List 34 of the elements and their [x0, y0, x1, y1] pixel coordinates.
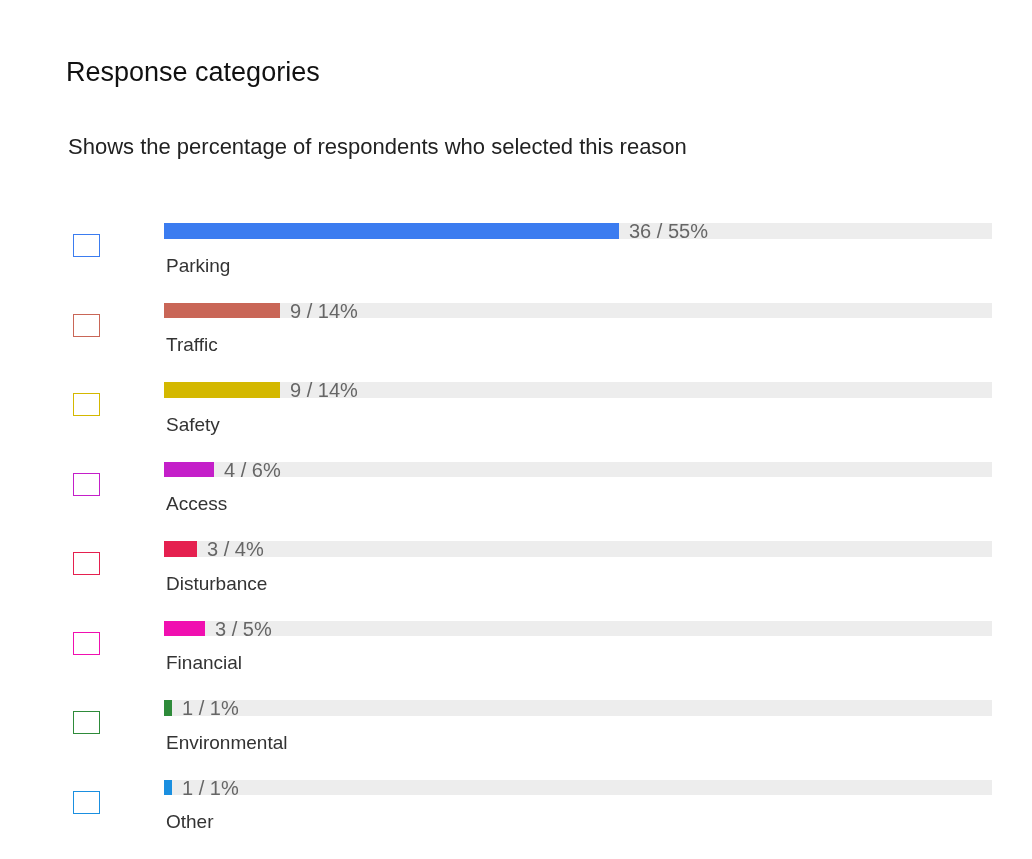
y-tick-label: Financial — [166, 652, 243, 673]
y-tick-label: Environmental — [166, 732, 288, 753]
bar — [164, 382, 280, 398]
bar — [213, 461, 992, 478]
data-label: 9 / 14% — [290, 300, 359, 322]
bar — [164, 700, 173, 716]
bar — [619, 223, 992, 239]
y-tick-label: Access — [166, 493, 228, 514]
data-label: 4 / 6% — [224, 459, 281, 481]
y-tick-label: Safety — [166, 414, 221, 435]
chart-subtitle: Shows the percentage of respondents who selected this reason — [68, 134, 687, 159]
bar — [205, 620, 992, 637]
data-label: 1 / 1% — [182, 697, 239, 719]
bar — [279, 382, 992, 398]
bar — [164, 779, 173, 796]
bar — [279, 302, 992, 319]
data-label: 36 / 55% — [629, 220, 709, 242]
bar — [197, 541, 992, 557]
bar — [164, 223, 620, 239]
y-tick-label: Disturbance — [166, 573, 268, 594]
bar — [164, 620, 206, 637]
y-tick-label: Traffic — [166, 334, 218, 355]
chart-title: Response categories — [66, 57, 320, 88]
bar — [164, 302, 280, 319]
bar — [172, 700, 992, 716]
bar — [164, 541, 198, 557]
y-tick-label: Parking — [166, 255, 231, 276]
bar — [172, 779, 992, 796]
data-label: 3 / 4% — [207, 538, 264, 560]
data-label: 3 / 5% — [215, 618, 272, 640]
bar — [164, 461, 214, 478]
y-tick-label: Other — [166, 811, 215, 832]
data-label: 9 / 14% — [290, 379, 359, 401]
data-label: 1 / 1% — [182, 777, 239, 799]
